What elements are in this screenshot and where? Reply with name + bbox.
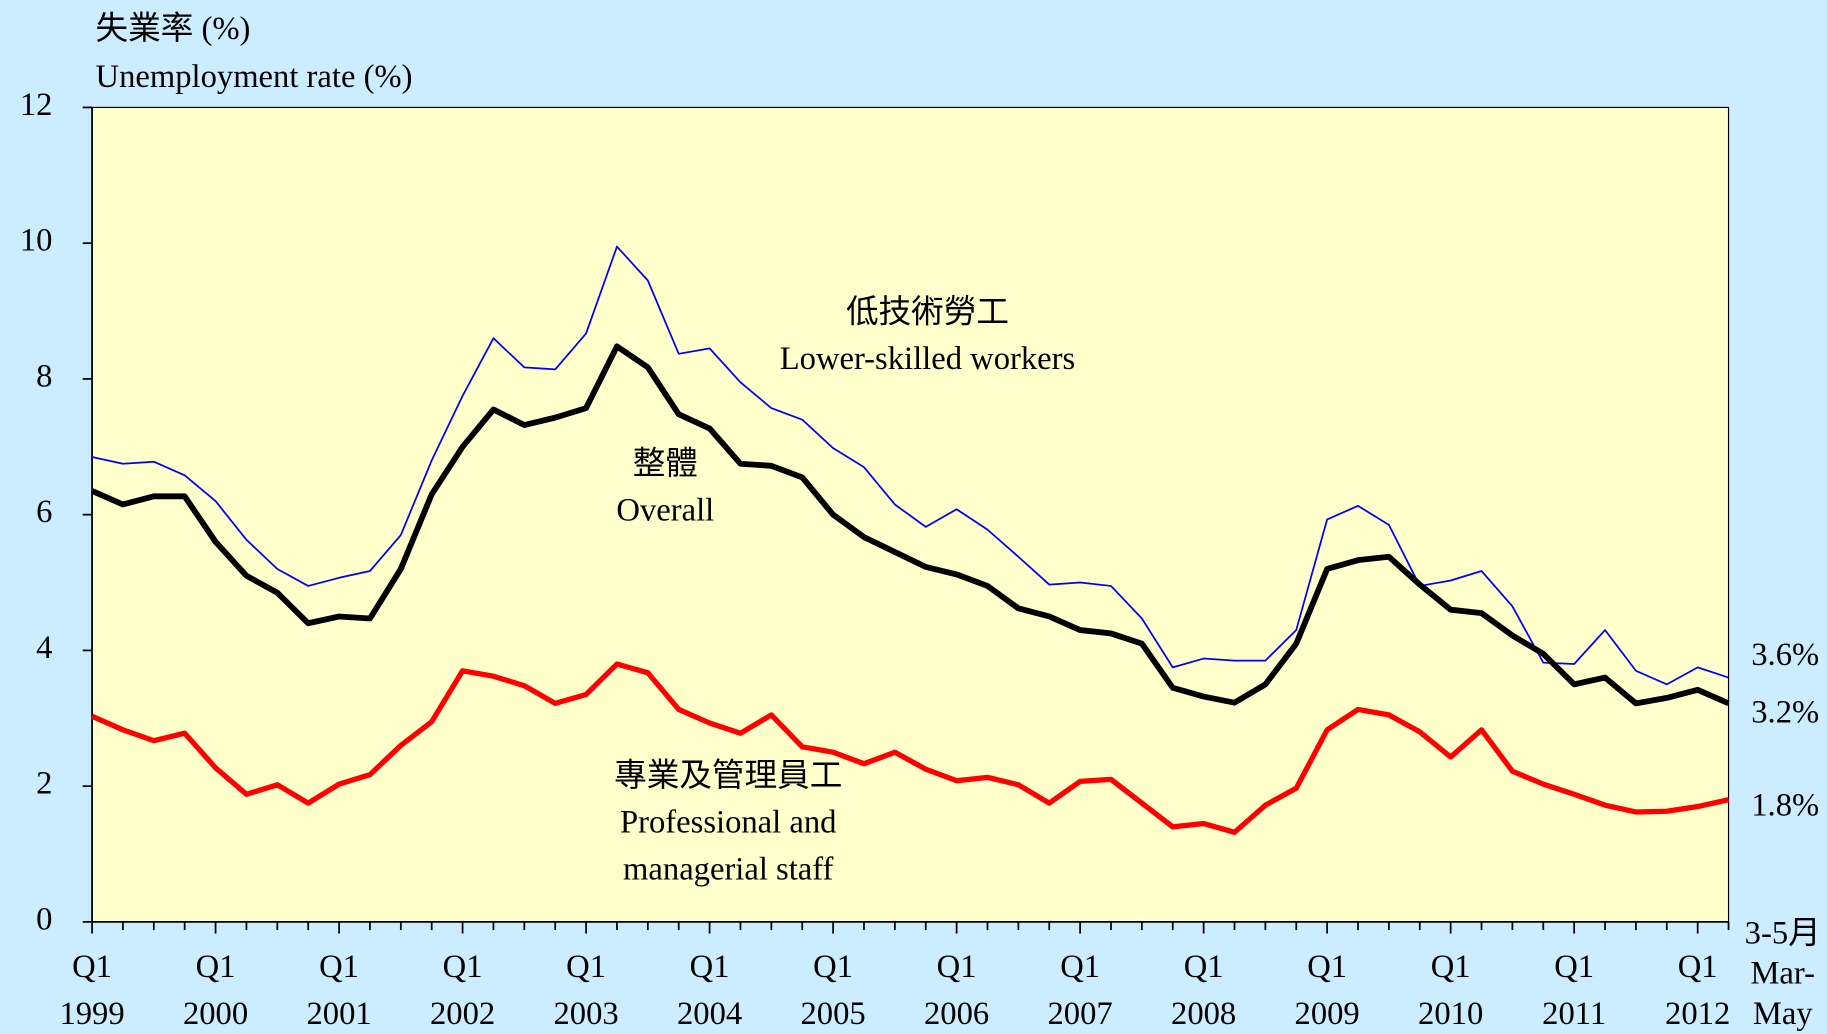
x-tick-label: Q1 xyxy=(1431,949,1471,985)
x-tick-label: Q1 xyxy=(1060,949,1100,985)
x-tick-label: Q1 xyxy=(196,949,236,985)
y-tick-label: 0 xyxy=(36,901,52,937)
series-label: Professional and xyxy=(620,805,836,841)
x-tick-label: Q1 xyxy=(319,949,359,985)
series-label: Lower-skilled workers xyxy=(780,341,1075,377)
x-tick-label: Q1 xyxy=(1678,949,1718,985)
y-tick-label: 10 xyxy=(20,223,53,259)
end-label: 3.6% xyxy=(1751,637,1819,673)
y-tick-label: 2 xyxy=(36,766,52,802)
x-tick-label: Q1 xyxy=(1184,949,1224,985)
end-label: 3.2% xyxy=(1751,694,1819,730)
x-tick-label: Mar- xyxy=(1750,956,1815,992)
y-axis-title: 失業率 (%) xyxy=(96,10,251,47)
y-tick-label: 6 xyxy=(36,494,52,530)
y-tick-label: 8 xyxy=(36,358,52,394)
x-tick-label: 2001 xyxy=(306,996,371,1032)
x-tick-label: 2010 xyxy=(1418,996,1483,1032)
x-tick-label: Q1 xyxy=(1307,949,1347,985)
x-tick-label: 2005 xyxy=(800,996,865,1032)
y-tick-label: 12 xyxy=(20,87,53,123)
series-line xyxy=(90,343,1730,707)
x-tick-label: 3-5月 xyxy=(1745,915,1821,951)
series-line xyxy=(91,245,1729,686)
x-tick-label: 2008 xyxy=(1171,996,1236,1032)
x-tick-label: Q1 xyxy=(566,949,606,985)
x-tick-label: May xyxy=(1753,996,1813,1032)
series-label: 低技術勞工 xyxy=(846,293,1009,330)
x-tick-label: 2004 xyxy=(677,996,742,1032)
end-label: 1.8% xyxy=(1751,787,1819,823)
x-tick-label: 2002 xyxy=(430,996,495,1032)
x-tick-label: 1999 xyxy=(59,996,124,1032)
x-tick-label: Q1 xyxy=(1554,949,1594,985)
series-label: 專業及管理員工 xyxy=(614,757,842,794)
x-tick-label: 2000 xyxy=(183,996,248,1032)
x-tick-label: 2006 xyxy=(924,996,989,1032)
y-axis-title: Unemployment rate (%) xyxy=(96,59,413,95)
series-label: Overall xyxy=(616,492,714,528)
series-label: 整體 xyxy=(633,445,698,482)
x-tick-label: Q1 xyxy=(443,949,483,985)
x-tick-label: 2012 xyxy=(1665,996,1730,1032)
x-tick-label: Q1 xyxy=(813,949,853,985)
x-tick-label: 2009 xyxy=(1295,996,1360,1032)
x-tick-label: 2003 xyxy=(553,996,618,1032)
y-tick-label: 4 xyxy=(36,630,52,666)
series-line xyxy=(90,661,1730,835)
series-label: managerial staff xyxy=(623,851,833,887)
x-tick-label: Q1 xyxy=(72,949,112,985)
x-tick-label: Q1 xyxy=(690,949,730,985)
x-tick-label: 2007 xyxy=(1048,996,1113,1032)
x-tick-label: 2011 xyxy=(1542,996,1606,1032)
x-tick-label: Q1 xyxy=(937,949,977,985)
